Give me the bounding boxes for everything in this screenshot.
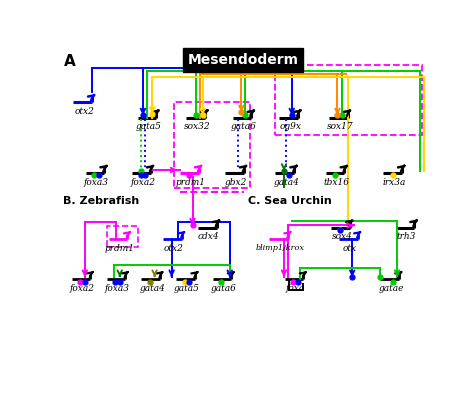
Text: B. Zebrafish: B. Zebrafish bbox=[63, 196, 139, 206]
Text: gata4: gata4 bbox=[273, 178, 299, 187]
Text: gata4: gata4 bbox=[139, 284, 165, 293]
Text: Mesendoderm: Mesendoderm bbox=[187, 53, 299, 67]
Text: gbx2: gbx2 bbox=[225, 178, 247, 187]
Text: foxa2: foxa2 bbox=[130, 178, 155, 187]
Text: cdx4: cdx4 bbox=[198, 232, 219, 241]
Text: C. Sea Urchin: C. Sea Urchin bbox=[247, 196, 331, 206]
Text: foxa: foxa bbox=[286, 284, 305, 293]
Text: foxa3: foxa3 bbox=[105, 284, 130, 293]
Text: blimp1/krox: blimp1/krox bbox=[255, 244, 305, 252]
Bar bbox=[174, 102, 250, 189]
Text: trh3: trh3 bbox=[397, 232, 416, 241]
Text: gata6: gata6 bbox=[210, 284, 237, 293]
Text: foxa2: foxa2 bbox=[70, 284, 95, 293]
Text: sox17: sox17 bbox=[327, 122, 353, 131]
Text: A: A bbox=[64, 54, 76, 69]
Text: gata5: gata5 bbox=[174, 284, 200, 293]
Text: prdm1: prdm1 bbox=[105, 244, 135, 253]
Text: sox4: sox4 bbox=[332, 232, 353, 241]
Bar bbox=[107, 226, 137, 247]
Text: irx3a: irx3a bbox=[383, 178, 406, 187]
Text: otx2: otx2 bbox=[164, 244, 184, 253]
Text: foxa3: foxa3 bbox=[84, 178, 109, 187]
Text: prdm1: prdm1 bbox=[176, 178, 206, 187]
Text: gata6: gata6 bbox=[231, 122, 256, 131]
Text: gatae: gatae bbox=[378, 284, 404, 293]
Text: sox32: sox32 bbox=[184, 122, 210, 131]
Bar bbox=[275, 65, 422, 135]
Text: tbx16: tbx16 bbox=[324, 178, 350, 187]
Text: otx: otx bbox=[343, 244, 357, 253]
Text: gata5: gata5 bbox=[136, 122, 161, 131]
Text: og9x: og9x bbox=[279, 122, 301, 131]
Text: otx2: otx2 bbox=[74, 107, 94, 116]
